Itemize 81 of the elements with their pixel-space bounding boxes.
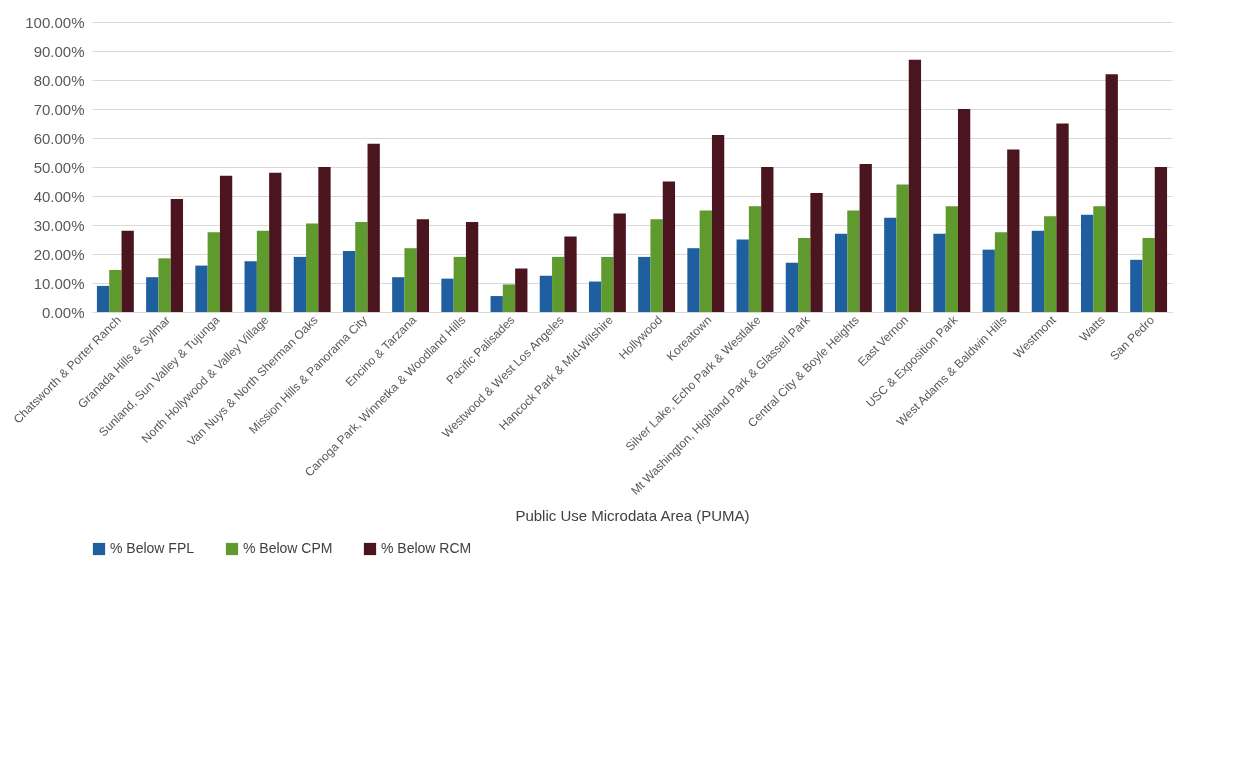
bar	[441, 278, 454, 312]
y-tick-label: 0.00%	[41, 303, 85, 321]
y-tick-label: 20.00%	[33, 245, 85, 263]
bar	[884, 217, 897, 312]
y-tick-label: 30.00%	[33, 216, 85, 234]
bar	[207, 232, 220, 312]
bar	[834, 233, 848, 312]
bar	[933, 233, 946, 312]
bar	[588, 281, 602, 312]
bar	[318, 167, 331, 312]
bar	[244, 261, 257, 312]
legend-label: % Below CPM	[243, 540, 333, 556]
bar	[256, 230, 270, 312]
bar	[539, 275, 553, 312]
bar	[416, 219, 430, 312]
bar	[810, 193, 823, 312]
bar	[687, 248, 700, 312]
bar	[269, 172, 282, 312]
bar	[761, 167, 774, 312]
bar	[1044, 216, 1057, 312]
bar	[748, 206, 762, 312]
bar	[170, 198, 184, 312]
bar	[711, 135, 725, 312]
bar	[453, 256, 466, 312]
bar	[293, 256, 307, 312]
bar	[1031, 230, 1045, 312]
bar	[355, 222, 368, 312]
bar	[121, 230, 134, 312]
bar	[195, 265, 208, 312]
y-tick-label: 60.00%	[33, 129, 85, 147]
bar	[896, 184, 909, 312]
bar	[847, 210, 860, 312]
bar	[1007, 149, 1020, 312]
bar	[146, 277, 159, 312]
y-tick-label: 70.00%	[33, 100, 85, 118]
bar	[785, 262, 799, 312]
bar	[699, 210, 712, 312]
y-tick-label: 100.00%	[25, 13, 85, 31]
bar	[1056, 123, 1069, 312]
bar	[515, 268, 528, 312]
bar	[367, 143, 380, 312]
bar	[306, 223, 319, 312]
y-tick-label: 10.00%	[33, 274, 85, 292]
bar	[798, 238, 811, 312]
y-tick-label: 90.00%	[33, 42, 85, 60]
bar	[908, 59, 922, 312]
bar	[1154, 167, 1168, 312]
y-tick-label: 80.00%	[33, 71, 85, 89]
bar	[465, 222, 479, 312]
bar	[158, 258, 171, 312]
bar	[957, 109, 971, 312]
bar	[1093, 206, 1106, 312]
bar	[392, 277, 405, 312]
bar	[96, 285, 110, 312]
bar	[613, 213, 626, 312]
bar	[994, 232, 1008, 312]
bar	[109, 269, 122, 312]
bar	[1142, 238, 1155, 312]
bar	[662, 181, 676, 312]
bar	[859, 164, 872, 312]
bar	[1080, 214, 1094, 312]
bar	[982, 249, 995, 312]
x-axis-title: Public Use Microdata Area (PUMA)	[515, 506, 750, 524]
y-tick-label: 40.00%	[33, 187, 85, 205]
bar	[502, 284, 516, 312]
legend-label: % Below RCM	[381, 540, 472, 556]
bar	[564, 236, 577, 312]
bar	[342, 251, 356, 312]
bar	[219, 175, 233, 312]
bar	[1105, 74, 1118, 312]
bar	[736, 239, 749, 312]
bar	[650, 219, 663, 312]
bar	[490, 296, 503, 312]
y-tick-label: 50.00%	[33, 158, 85, 176]
bar	[404, 248, 417, 312]
bar	[1130, 259, 1143, 312]
bar	[638, 256, 651, 312]
legend-label: % Below FPL	[110, 540, 195, 556]
bar	[945, 206, 958, 312]
bar	[552, 256, 565, 312]
bar	[601, 256, 614, 312]
